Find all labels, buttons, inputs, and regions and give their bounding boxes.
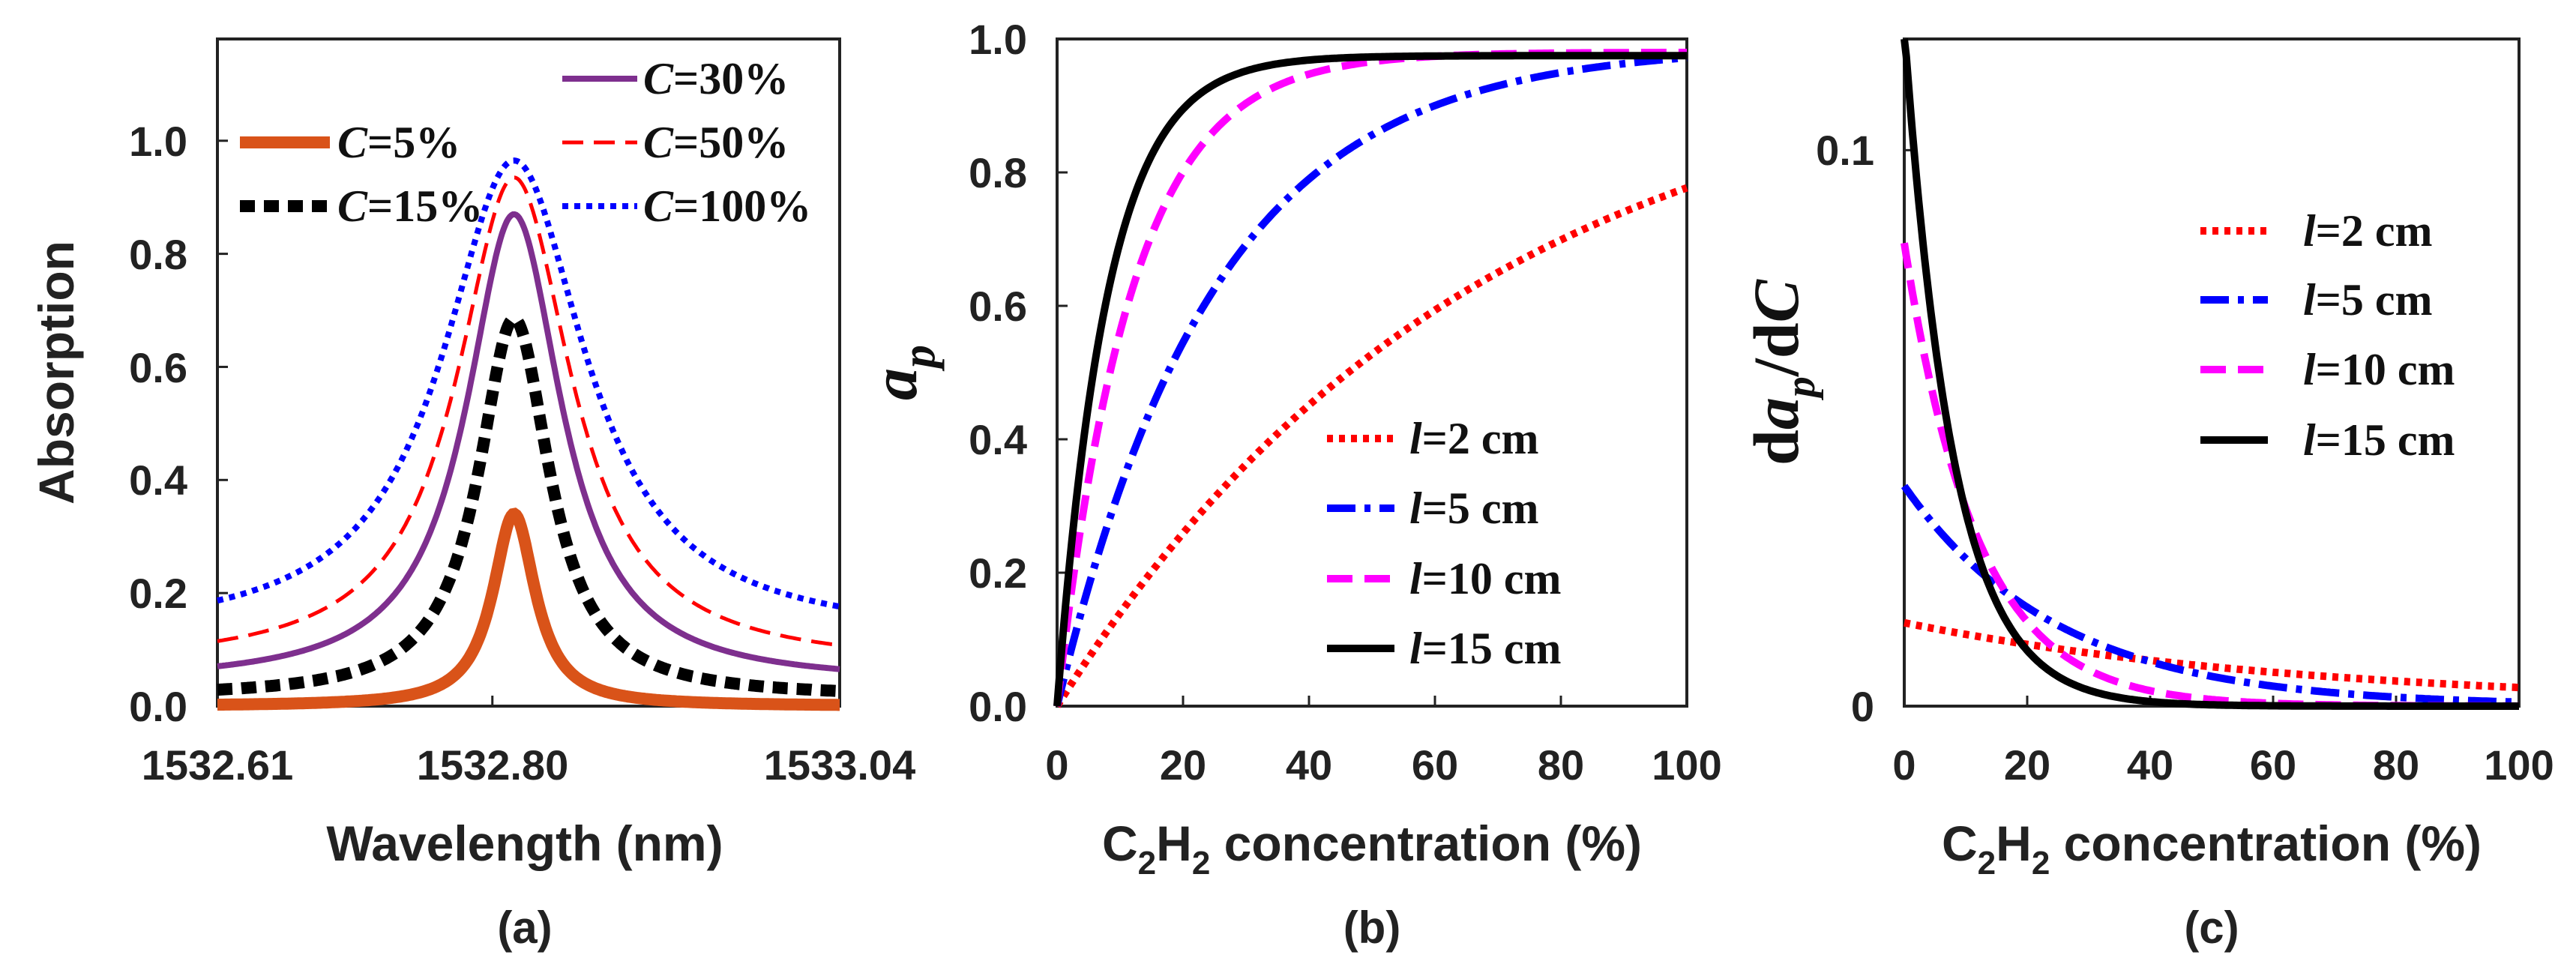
legend-item-c-l5: l=5 cm [2200, 275, 2432, 325]
panel-c-xtick-0: 0 [1892, 741, 1916, 789]
panel-b-ytick-4: 0.8 [969, 149, 1027, 196]
panel-b-xlabel: C2H2 concentration (%) [1102, 816, 1642, 882]
legend-label-c-l2: l=2 cm [2303, 206, 2432, 256]
series-b-0 [1053, 184, 1688, 708]
panel-a-ytick-2: 0.4 [129, 457, 187, 504]
panel-c-legend: l=2 cm l=5 cm l=10 cm l=15 cm [2200, 206, 2455, 465]
panel-a-ytick-4: 0.8 [129, 231, 187, 278]
legend-label-c-l10: l=10 cm [2303, 345, 2455, 394]
panel-b-xtick-2: 40 [1286, 741, 1332, 789]
panel-b-ytick-5: 1.0 [969, 16, 1027, 63]
legend-item-c30: C=30% [562, 54, 789, 103]
panel-b-ytick-1: 0.2 [969, 549, 1027, 597]
panel-b-xtick-5: 100 [1652, 741, 1721, 789]
series-b-1 [1053, 54, 1688, 708]
series-a-4 [217, 157, 840, 610]
panel-b-series [1053, 49, 1688, 708]
panel-a-legend: C=5% C=15% C=30% C=50% C=100% [240, 54, 811, 231]
series-b-3 [1053, 52, 1687, 707]
panel-b-label: (b) [1343, 903, 1401, 953]
legend-label-c-l5: l=5 cm [2303, 275, 2432, 325]
legend-item-b-l2: l=2 cm [1327, 414, 1538, 463]
panel-b-xtick-1: 20 [1160, 741, 1206, 789]
panel-c-xtick-1: 20 [2004, 741, 2050, 789]
panel-b-xtick-0: 0 [1045, 741, 1068, 789]
panel-c-xlabel: C2H2 concentration (%) [1942, 816, 2482, 882]
panel-c-xtick-2: 40 [2127, 741, 2173, 789]
series-a-2 [217, 211, 840, 672]
series-a-1 [217, 313, 840, 697]
panel-b-plot-frame [1056, 37, 1688, 708]
panel-a-plot-frame [216, 37, 841, 708]
panel-a-ytick-3: 0.6 [129, 344, 187, 391]
panel-c-xtick-4: 80 [2373, 741, 2419, 789]
legend-item-b-l5: l=5 cm [1327, 483, 1538, 533]
legend-label-c100: C=100% [643, 181, 811, 231]
panel-a-xtick-0: 1532.61 [142, 741, 293, 789]
legend-label-b-l2: l=2 cm [1409, 414, 1538, 463]
series-a-3 [217, 175, 840, 648]
series-c-3 [1901, 38, 2519, 710]
legend-item-b-l15: l=15 cm [1327, 624, 1561, 673]
panel-c-chart: 0 0.1 0 20 40 60 80 100 C2H2 concentrati… [1740, 37, 2554, 953]
legend-item-c15: C=15% [240, 181, 483, 231]
series-c-1 [1901, 483, 2520, 706]
series-c-2 [1901, 242, 2519, 710]
legend-label-c5: C=5% [337, 118, 460, 167]
legend-label-c15: C=15% [337, 181, 483, 231]
panel-c-ylabel: dap/dC [1740, 278, 1824, 466]
panel-a-ylabel: Absorption [28, 241, 84, 504]
panel-a-xtick-1: 1532.80 [417, 741, 568, 789]
panel-a-label: (a) [497, 903, 552, 953]
panel-b-ytick-2: 0.4 [969, 416, 1027, 463]
series-c-0 [1904, 618, 2520, 692]
series-a-0 [217, 507, 840, 711]
legend-item-c50: C=50% [562, 118, 789, 167]
panel-a-ytick-0: 0.0 [129, 683, 187, 730]
panel-c-xtick-5: 100 [2484, 741, 2554, 789]
panel-a-series [217, 157, 840, 711]
panel-b-ytick-3: 0.6 [969, 283, 1027, 330]
legend-item-c5: C=5% [240, 118, 460, 167]
legend-label-b-l15: l=15 cm [1409, 624, 1561, 673]
panel-c-series [1901, 38, 2520, 710]
legend-item-c-l10: l=10 cm [2200, 345, 2455, 394]
panel-a-ytick-5: 1.0 [129, 118, 187, 165]
legend-item-c100: C=100% [562, 181, 811, 231]
legend-label-c30: C=30% [643, 54, 789, 103]
panel-b-chart: 0.0 0.2 0.4 0.6 0.8 1.0 0 20 40 60 80 10… [858, 16, 1722, 953]
legend-item-b-l10: l=10 cm [1327, 554, 1561, 603]
panel-b-ytick-0: 0.0 [969, 683, 1027, 730]
panel-b-xtick-3: 60 [1412, 741, 1458, 789]
legend-label-b-l5: l=5 cm [1409, 483, 1538, 533]
panel-a-chart: 0.0 0.2 0.4 0.6 0.8 1.0 1532.61 1532.80 … [28, 37, 915, 953]
panel-c-xtick-3: 60 [2250, 741, 2296, 789]
panel-a-xlabel: Wavelength (nm) [326, 816, 723, 871]
legend-item-c-l15: l=15 cm [2200, 415, 2455, 465]
panel-c-label: (c) [2184, 903, 2239, 953]
panel-c-ytick-0: 0 [1851, 683, 1874, 730]
legend-item-c-l2: l=2 cm [2200, 206, 2432, 256]
panel-c-ytick-1: 0.1 [1816, 127, 1874, 174]
panel-b-ylabel: ap [858, 345, 945, 400]
panel-b-legend: l=2 cm l=5 cm l=10 cm l=15 cm [1327, 414, 1561, 673]
panel-a-ytick-1: 0.2 [129, 570, 187, 617]
legend-label-c50: C=50% [643, 118, 789, 167]
legend-label-c-l15: l=15 cm [2303, 415, 2455, 465]
panel-a-xtick-2: 1533.04 [764, 741, 915, 789]
panel-b-xtick-4: 80 [1538, 741, 1584, 789]
legend-label-b-l10: l=10 cm [1409, 554, 1561, 603]
